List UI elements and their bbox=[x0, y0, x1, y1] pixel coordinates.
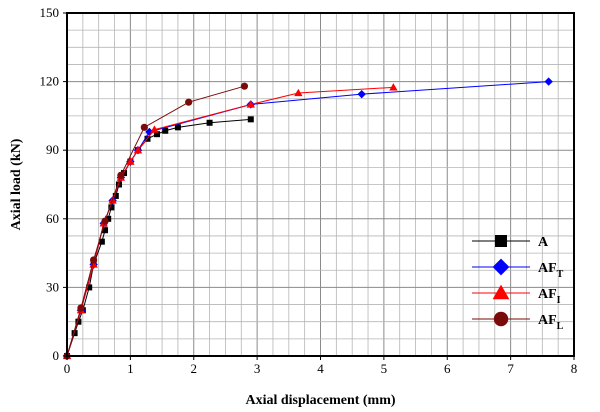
x-tick-label: 3 bbox=[254, 361, 261, 376]
series-layer bbox=[62, 77, 553, 361]
y-axis-title: Axial load (kN) bbox=[9, 138, 24, 230]
data-point bbox=[115, 181, 122, 188]
data-point bbox=[240, 82, 249, 90]
y-tick-label: 0 bbox=[53, 348, 60, 363]
legend-item-afl: AFL bbox=[472, 311, 564, 332]
y-tick-label: 120 bbox=[40, 74, 60, 89]
legend-label: AFL bbox=[538, 313, 564, 332]
data-point bbox=[102, 227, 109, 234]
data-point bbox=[108, 204, 115, 211]
legend-marker bbox=[492, 258, 510, 276]
x-tick-label: 1 bbox=[127, 361, 134, 376]
x-tick-label: 5 bbox=[381, 361, 388, 376]
series-afl bbox=[63, 82, 249, 360]
data-point bbox=[162, 127, 169, 134]
legend-item-a: A bbox=[472, 235, 549, 250]
data-point bbox=[246, 100, 255, 108]
legend-marker bbox=[493, 311, 509, 327]
series-afi bbox=[62, 83, 398, 360]
x-tick-label: 8 bbox=[571, 361, 578, 376]
data-point bbox=[294, 88, 303, 97]
data-point bbox=[140, 123, 148, 131]
data-point bbox=[90, 256, 98, 264]
x-tick-label: 2 bbox=[191, 361, 198, 376]
x-tick-label: 4 bbox=[317, 361, 324, 376]
x-tick-label: 0 bbox=[64, 361, 71, 376]
series-line bbox=[66, 85, 245, 357]
y-tick-label: 90 bbox=[46, 142, 59, 157]
legend-item-afi: AFI bbox=[472, 284, 561, 306]
data-point bbox=[153, 131, 160, 138]
data-point bbox=[544, 77, 553, 86]
legend-marker bbox=[495, 235, 507, 247]
y-tick-label: 150 bbox=[40, 5, 60, 20]
data-point bbox=[174, 124, 181, 131]
x-axis-title: Axial displacement (mm) bbox=[245, 393, 395, 408]
y-tick-label: 60 bbox=[46, 211, 59, 226]
data-point bbox=[86, 284, 93, 291]
data-point bbox=[389, 83, 398, 91]
tick-labels: 0 1 2 3 4 5 6 7 8 0 30 60 90 120 150 bbox=[40, 5, 578, 376]
data-point bbox=[98, 238, 105, 245]
data-point bbox=[206, 119, 213, 126]
legend-marker bbox=[492, 284, 510, 300]
data-point bbox=[247, 116, 254, 123]
data-point bbox=[150, 125, 159, 133]
series-line bbox=[66, 86, 394, 357]
y-tick-label: 30 bbox=[46, 279, 59, 294]
legend-label: AFT bbox=[538, 261, 564, 280]
legend: A AFT AFI AFL bbox=[472, 235, 564, 332]
data-point bbox=[101, 217, 109, 225]
data-point bbox=[77, 304, 85, 312]
x-tick-label: 6 bbox=[444, 361, 451, 376]
data-point bbox=[89, 260, 98, 268]
data-point bbox=[117, 171, 125, 179]
x-tick-label: 7 bbox=[507, 361, 514, 376]
data-point bbox=[357, 89, 366, 99]
legend-item-aft: AFT bbox=[472, 258, 564, 280]
data-point bbox=[71, 330, 78, 337]
data-point bbox=[133, 146, 143, 154]
legend-label: A bbox=[538, 235, 549, 250]
legend-label: AFI bbox=[538, 287, 561, 306]
data-point bbox=[126, 157, 135, 165]
data-point bbox=[75, 318, 82, 325]
grid bbox=[67, 13, 574, 356]
data-point bbox=[112, 192, 119, 199]
data-point bbox=[185, 98, 193, 106]
data-point bbox=[105, 215, 112, 222]
